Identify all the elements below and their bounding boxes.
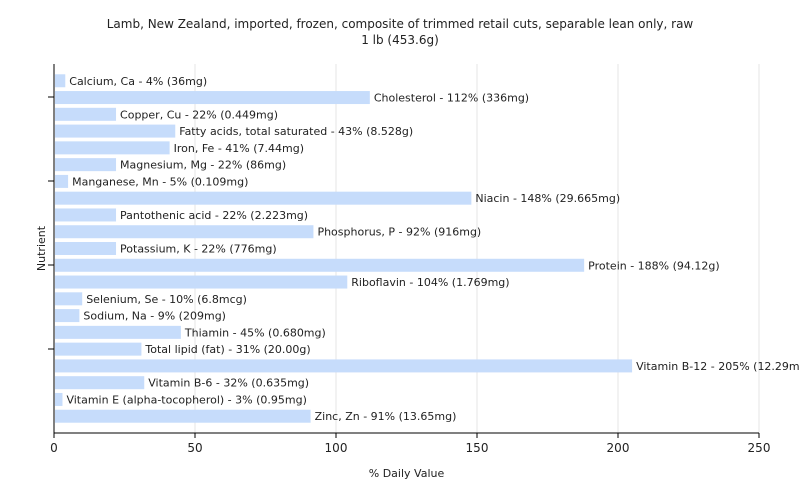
bar-label-15: Thiamin - 45% (0.680mg) (184, 326, 326, 339)
bar-11 (55, 258, 585, 272)
bar-0 (55, 74, 66, 88)
bar-18 (55, 376, 145, 390)
x-tick-label-250: 250 (748, 441, 771, 455)
bar-label-1: Cholesterol - 112% (336mg) (374, 92, 529, 105)
chart-title-block: Lamb, New Zealand, imported, frozen, com… (0, 16, 800, 48)
bar-label-8: Pantothenic acid - 22% (2.223mg) (120, 209, 308, 222)
bar-5 (55, 158, 117, 172)
x-tick-label-0: 0 (50, 441, 58, 455)
x-tick-label-50: 50 (187, 441, 202, 455)
bar-8 (55, 208, 117, 222)
bar-3 (55, 124, 176, 138)
bar-label-5: Magnesium, Mg - 22% (86mg) (120, 159, 286, 172)
bar-15 (55, 325, 181, 339)
x-tick-label-100: 100 (325, 441, 348, 455)
bar-4 (55, 141, 170, 155)
bar-label-19: Vitamin E (alpha-tocopherol) - 3% (0.95m… (66, 393, 306, 406)
bar-9 (55, 225, 314, 239)
bar-label-2: Copper, Cu - 22% (0.449mg) (120, 108, 278, 121)
bar-16 (55, 342, 142, 356)
bar-14 (55, 309, 80, 323)
bar-1 (55, 91, 370, 105)
chart-subtitle: 1 lb (453.6g) (361, 33, 439, 47)
x-axis-title: % Daily Value (369, 467, 445, 480)
bar-label-18: Vitamin B-6 - 32% (0.635mg) (148, 377, 309, 390)
bar-label-12: Riboflavin - 104% (1.769mg) (351, 276, 509, 289)
bar-label-6: Manganese, Mn - 5% (0.109mg) (72, 175, 248, 188)
bar-label-0: Calcium, Ca - 4% (36mg) (69, 75, 207, 88)
bar-17 (55, 359, 633, 373)
bar-label-10: Potassium, K - 22% (776mg) (120, 243, 277, 256)
bar-label-11: Protein - 188% (94.12g) (588, 259, 720, 272)
bar-label-7: Niacin - 148% (29.665mg) (475, 192, 620, 205)
bar-19 (55, 392, 63, 406)
x-tick-label-200: 200 (607, 441, 630, 455)
y-axis-title: Nutrient (35, 225, 48, 271)
bar-13 (55, 292, 83, 306)
bar-label-3: Fatty acids, total saturated - 43% (8.52… (179, 125, 413, 138)
bar-10 (55, 242, 117, 255)
chart-title: Lamb, New Zealand, imported, frozen, com… (106, 17, 694, 31)
bar-6 (55, 174, 69, 188)
bar-7 (55, 191, 472, 205)
bar-label-13: Selenium, Se - 10% (6.8mcg) (86, 293, 247, 306)
bar-label-14: Sodium, Na - 9% (209mg) (83, 310, 226, 323)
bar-label-9: Phosphorus, P - 92% (916mg) (317, 226, 481, 239)
bar-label-20: Zinc, Zn - 91% (13.65mg) (315, 410, 457, 423)
x-tick-label-150: 150 (466, 441, 489, 455)
bar-label-4: Iron, Fe - 41% (7.44mg) (174, 142, 304, 155)
bar-label-17: Vitamin B-12 - 205% (12.29mcg) (636, 360, 800, 373)
bar-12 (55, 275, 348, 289)
bar-label-16: Total lipid (fat) - 31% (20.00g) (144, 343, 310, 356)
bar-2 (55, 107, 117, 121)
bar-20 (55, 409, 311, 423)
